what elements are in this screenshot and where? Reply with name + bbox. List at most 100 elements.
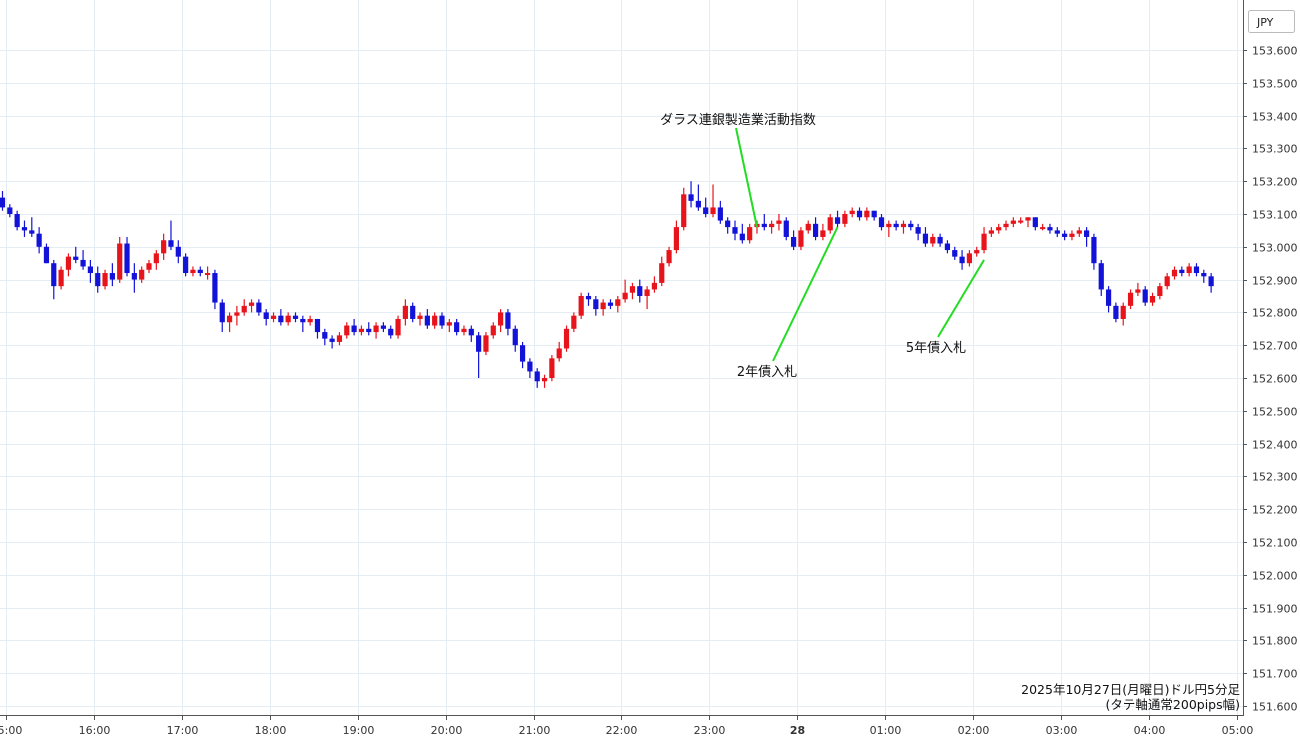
candle-body-up [1040,227,1046,230]
candle [893,220,899,231]
candle-body-down [380,325,386,329]
candle-body-down [512,328,518,346]
candle-body-down [175,246,181,257]
price-tick-label: 153.500 [1252,78,1298,91]
candle [981,227,987,254]
candle [812,217,819,241]
candle-body-up [776,220,782,224]
candle [263,309,269,326]
candle [886,220,892,237]
candle-body-down [1098,263,1104,290]
candle [864,207,870,221]
candle-body-down [212,273,218,303]
candle [1025,217,1031,228]
candle [468,325,474,342]
candle-body-down [585,296,592,300]
candle [234,305,240,326]
candle [776,214,782,231]
time-tick-label: 17:00 [167,724,199,737]
candle-body-down [1054,230,1060,234]
candle [1120,302,1126,326]
candle-body-up [673,227,679,251]
price-tick-label: 151.800 [1252,635,1298,648]
candle-body-down [791,236,797,247]
candle [703,197,709,218]
candle-body-down [1091,236,1097,264]
candle-body-down [43,246,50,264]
candle-body-down [131,273,137,280]
candle [424,309,430,329]
candle-body-down [703,207,709,214]
candle [615,296,621,313]
candle-body-down [688,194,694,201]
time-tick-label: 03:00 [1046,724,1078,737]
candle [996,223,1002,234]
candle [21,220,28,237]
candle-body-up [578,296,584,316]
candle [1098,259,1104,296]
candle [856,207,863,221]
candle-body-up [600,302,606,310]
candle [351,318,357,336]
candle-body-up [629,286,636,293]
candle [131,263,137,293]
candle [1069,230,1075,241]
candle-body-up [139,269,145,280]
candle [717,200,723,224]
candle-body-down [351,325,357,333]
candle-body-down [937,236,943,244]
candle [205,266,211,280]
candle [915,223,921,241]
candle [629,282,636,300]
candle-body-up [1157,286,1163,296]
candle-body-up [541,378,548,382]
candle [534,368,540,388]
candle [871,210,877,221]
candle-body-down [109,273,115,280]
price-tick-label: 152.200 [1252,504,1298,517]
candle [300,315,306,333]
candle [380,322,386,333]
candle [834,210,841,228]
candle-body-up [498,312,504,326]
chart-title: 2025年10月27日(月曜日)ドル円5分足 [1021,682,1240,697]
candle-body-down [51,263,57,287]
candle [498,309,504,333]
candle [0,191,6,211]
candle-body-down [725,220,731,228]
candle-body-down [278,315,284,323]
candle-body-down [388,328,394,336]
candle [476,332,482,378]
candle-body-up [747,227,753,241]
price-tick-label: 152.000 [1252,570,1298,583]
candle [1201,269,1207,283]
candle-body-down [21,227,28,231]
candle-body-up [1076,230,1082,234]
candle-body-up [900,223,907,228]
price-tick-label: 153.600 [1252,45,1298,58]
candle-body-up [798,230,804,247]
candle [725,217,731,234]
candle [974,246,980,257]
price-tick-label: 152.800 [1252,307,1298,320]
candle-body-down [219,302,225,323]
candle-body-up [65,256,72,270]
candle-body-down [80,259,86,267]
candle-body-down [922,233,929,244]
candle [358,325,365,336]
candle [1186,263,1192,277]
candle [175,240,181,264]
candle-body-up [432,315,438,326]
candle-body-down [468,328,474,336]
candle [659,256,665,287]
candle [563,325,570,352]
candle-body-up [102,273,108,287]
candle [1135,282,1141,296]
candle [1149,292,1156,306]
candle-body-down [95,273,101,287]
candle-body-up [402,305,408,319]
candle [366,322,372,336]
candle [102,269,108,290]
candle [1157,282,1163,300]
candle-body-down [124,243,130,274]
